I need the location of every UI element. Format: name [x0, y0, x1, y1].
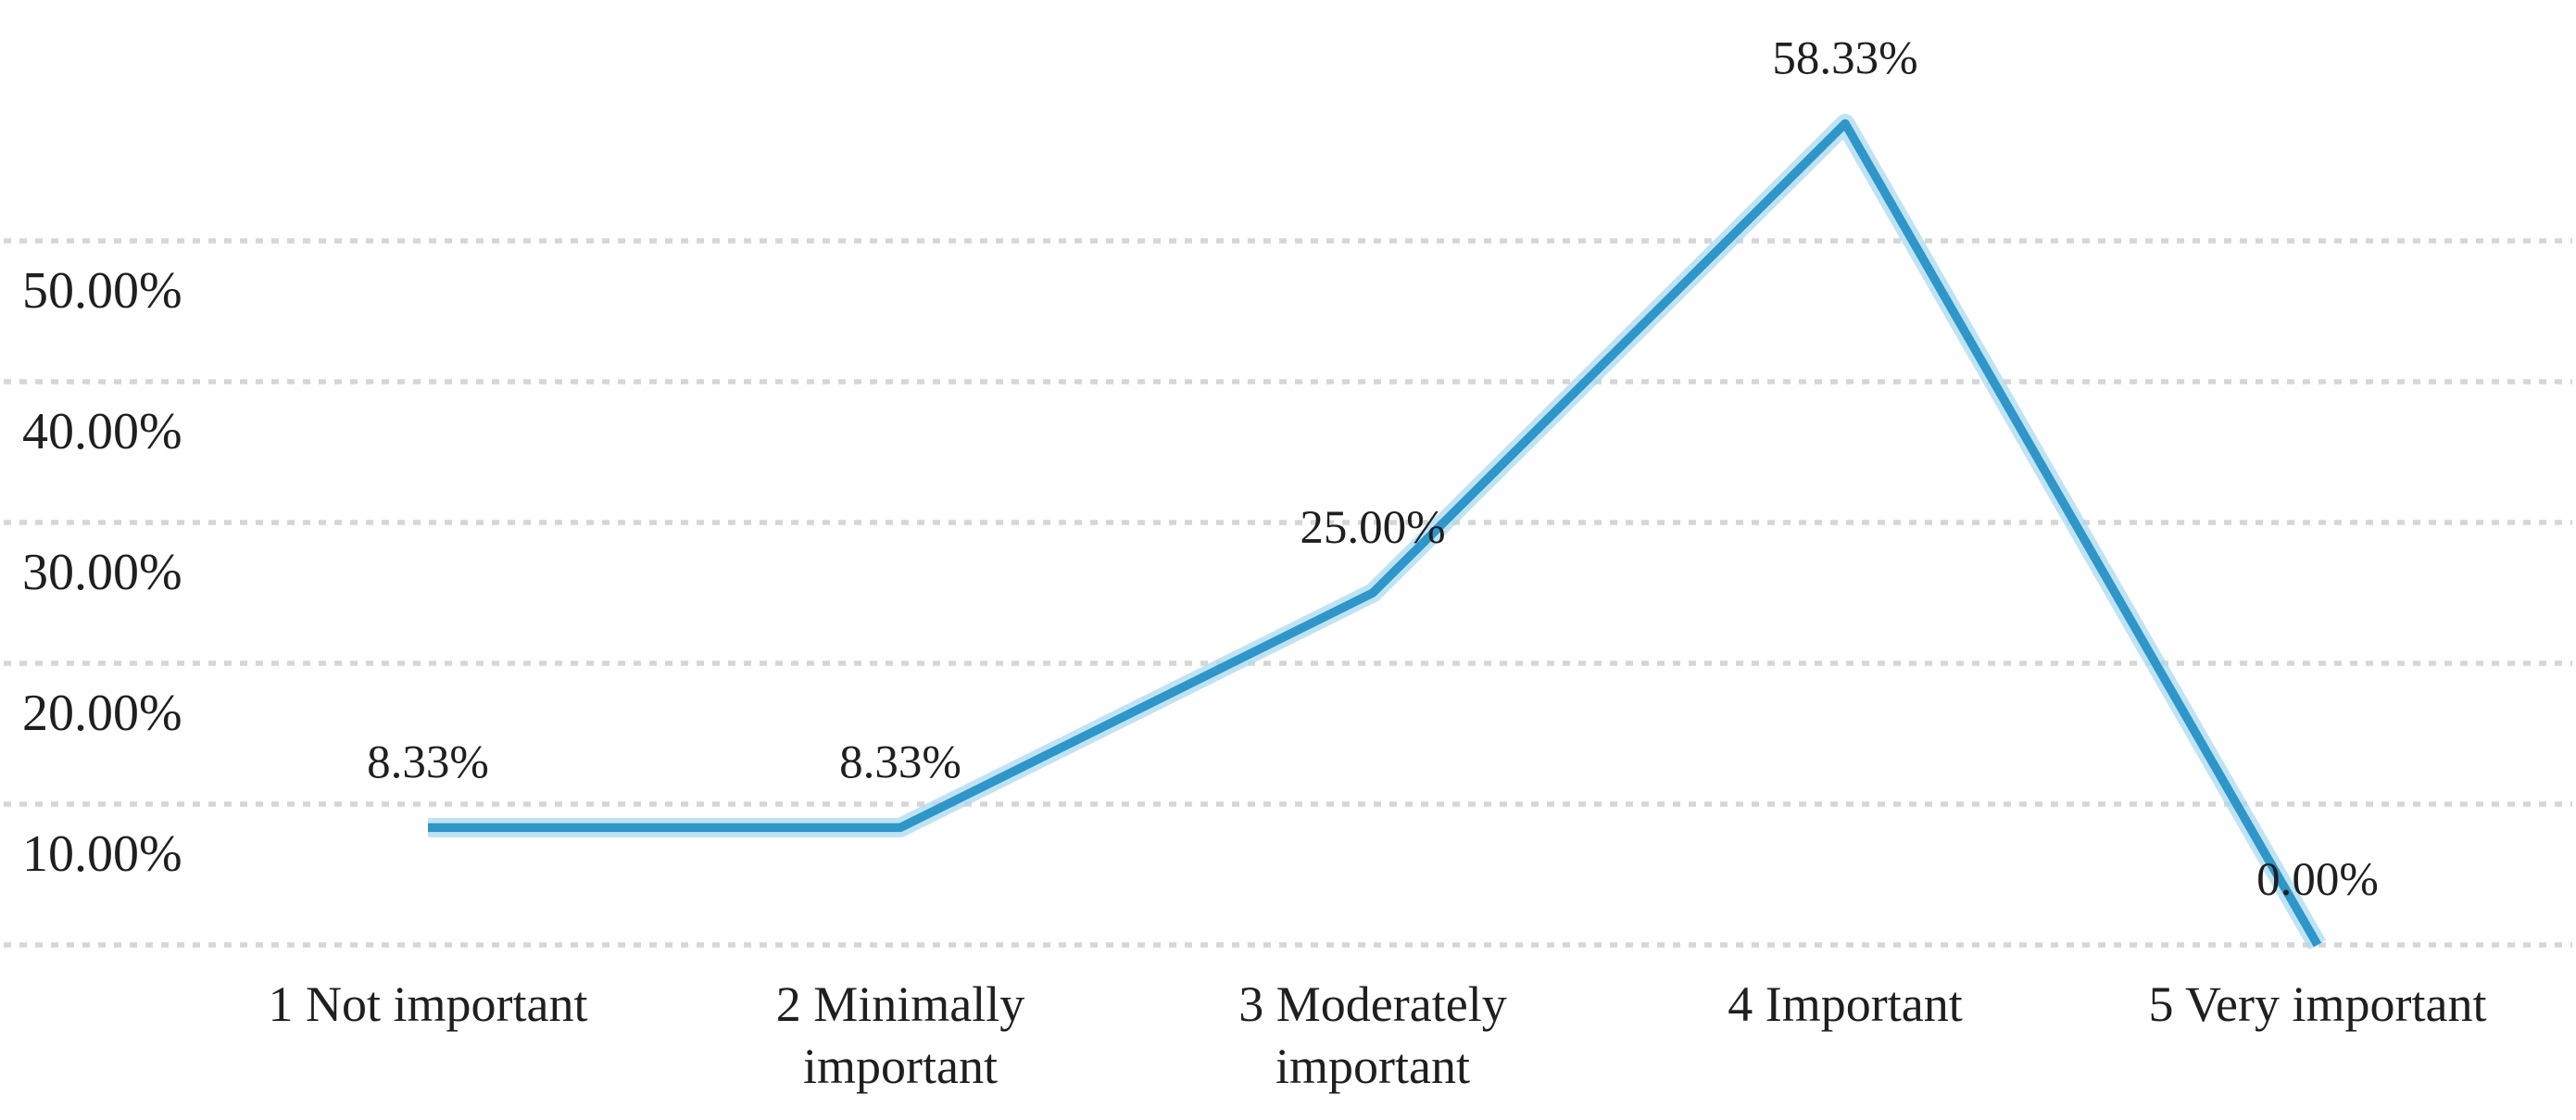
- x-axis-label-2-line2: important: [803, 1038, 998, 1094]
- data-label-3: 25.00%: [1300, 502, 1445, 554]
- y-axis-label-20pct: 20.00%: [22, 685, 182, 742]
- x-axis-label-3: 3 Moderately: [1238, 976, 1506, 1032]
- x-axis-label-2: 2 Minimally: [776, 976, 1025, 1032]
- data-label-5: 0.00%: [2256, 854, 2379, 906]
- x-axis-label-5: 5 Very important: [2149, 976, 2487, 1032]
- x-axis-label-3-line2: important: [1275, 1038, 1470, 1094]
- y-axis-label-10pct: 10.00%: [22, 825, 182, 883]
- data-label-1: 8.33%: [367, 736, 489, 788]
- series-line: [428, 119, 2322, 948]
- data-label-4: 58.33%: [1772, 32, 1917, 84]
- x-axis-label-1: 1 Not important: [269, 976, 588, 1032]
- data-label-2: 8.33%: [839, 736, 961, 788]
- y-axis-label-30pct: 30.00%: [22, 544, 182, 601]
- x-axis-label-4: 4 Important: [1728, 976, 1962, 1032]
- y-axis-label-50pct: 50.00%: [22, 262, 182, 320]
- y-axis-label-40pct: 40.00%: [22, 403, 182, 460]
